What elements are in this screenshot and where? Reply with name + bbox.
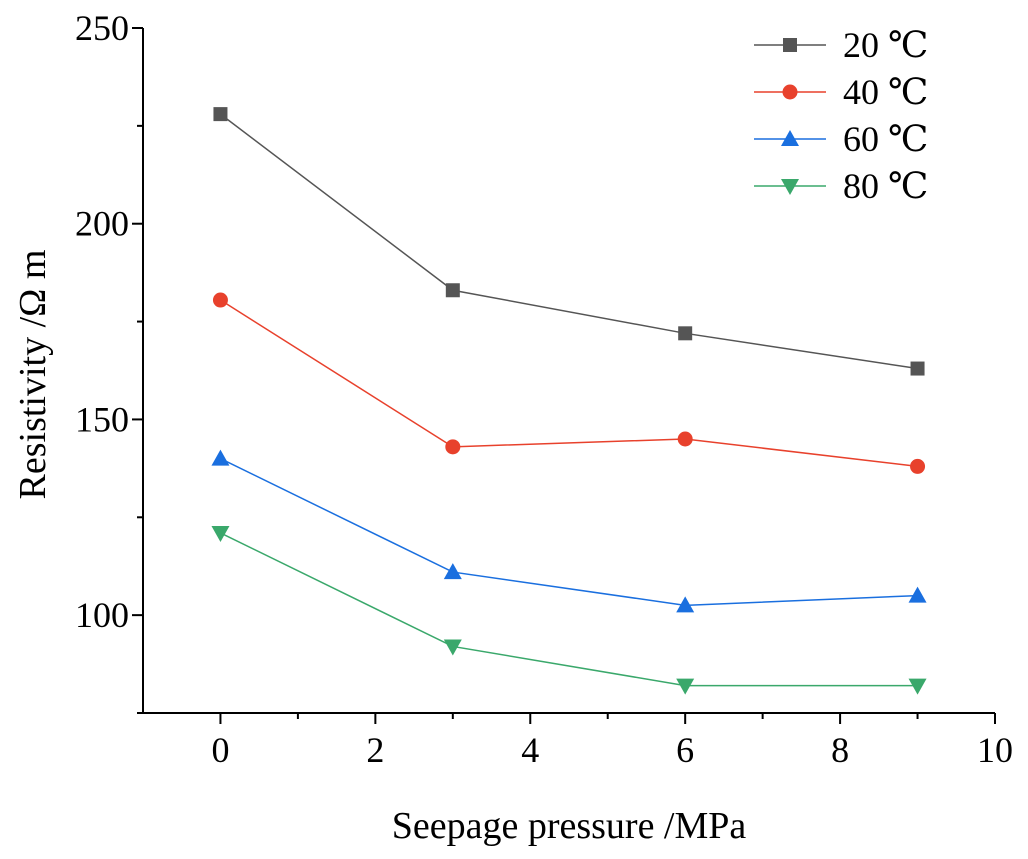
legend-item: 80 ℃ — [754, 166, 928, 206]
legend-marker — [781, 130, 799, 146]
data-point — [443, 639, 462, 656]
series-line — [220, 532, 918, 687]
legend: 20 ℃ 40 ℃ 60 ℃ 80 ℃ — [754, 25, 928, 206]
legend-marker — [783, 38, 797, 52]
y-tick-label: 250 — [75, 8, 129, 48]
data-point — [908, 586, 927, 603]
series-4 — [211, 525, 927, 695]
data-point — [211, 449, 230, 466]
series-line — [220, 299, 918, 468]
x-axis-title: Seepage pressure /MPa — [392, 805, 747, 847]
y-tick-label: 100 — [75, 595, 129, 635]
x-tick-label: 6 — [676, 730, 694, 770]
data-point — [678, 326, 693, 341]
data-point — [908, 678, 927, 695]
legend-label: 60 ℃ — [843, 119, 928, 159]
axes: 0 2 4 6 8 10 100 150 200 250 — [75, 8, 1013, 770]
legend-label: 80 ℃ — [843, 166, 928, 206]
data-point — [212, 292, 228, 308]
data-point — [676, 596, 695, 613]
y-tick-label: 150 — [75, 399, 129, 439]
legend-marker — [781, 179, 799, 195]
series-line — [220, 113, 918, 370]
x-tick-label: 4 — [521, 730, 539, 770]
legend-label: 40 ℃ — [843, 72, 928, 112]
data-point — [213, 107, 228, 122]
y-tick-label: 200 — [75, 204, 129, 244]
x-tick-label: 2 — [366, 730, 384, 770]
series-layer — [211, 107, 927, 695]
series-1 — [213, 107, 925, 376]
data-point — [211, 525, 230, 542]
y-axis-title: Resistivity /Ω m — [12, 250, 54, 500]
data-point — [676, 678, 695, 695]
x-tick-label: 0 — [211, 730, 229, 770]
data-point — [443, 563, 462, 580]
data-point — [445, 439, 461, 455]
legend-marker — [782, 84, 798, 100]
legend-label: 20 ℃ — [843, 25, 928, 65]
data-point — [445, 283, 460, 298]
x-tick-label: 8 — [831, 730, 849, 770]
data-point — [910, 458, 926, 474]
series-2 — [212, 292, 926, 474]
legend-item: 40 ℃ — [754, 72, 928, 112]
data-point — [677, 431, 693, 447]
data-point — [910, 361, 925, 376]
legend-item: 20 ℃ — [754, 25, 928, 65]
x-tick-label: 10 — [977, 730, 1013, 770]
series-3 — [211, 449, 927, 613]
series-line — [220, 457, 918, 607]
legend-item: 60 ℃ — [754, 119, 928, 159]
